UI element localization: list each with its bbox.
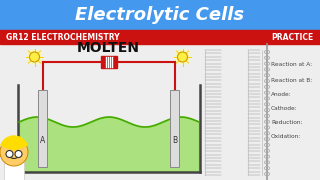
Circle shape — [28, 50, 42, 64]
Text: PRACTICE: PRACTICE — [272, 33, 314, 42]
Text: Anode:: Anode: — [271, 93, 292, 98]
Text: Cathode:: Cathode: — [271, 107, 298, 111]
Bar — [38, 90, 47, 167]
Text: MOLTEN: MOLTEN — [77, 41, 140, 55]
Text: Electrolytic Cells: Electrolytic Cells — [76, 6, 244, 24]
Bar — [0, 0, 320, 30]
Bar — [4, 160, 24, 180]
Text: GR12 ELECTROCHEMISTRY: GR12 ELECTROCHEMISTRY — [6, 33, 120, 42]
Text: Reaction at A:: Reaction at A: — [271, 62, 312, 68]
Text: B: B — [172, 136, 177, 145]
Text: Oxidation:: Oxidation: — [271, 134, 301, 140]
Circle shape — [178, 52, 188, 62]
Circle shape — [0, 138, 28, 166]
Bar — [0, 30, 320, 44]
Circle shape — [29, 52, 39, 62]
Circle shape — [175, 50, 189, 64]
Bar — [100, 56, 116, 68]
Bar — [170, 90, 179, 167]
Bar — [0, 44, 320, 180]
Circle shape — [15, 150, 22, 158]
Text: Reduction:: Reduction: — [271, 120, 302, 125]
Text: A: A — [40, 136, 45, 145]
Circle shape — [6, 150, 13, 158]
Text: Reaction at B:: Reaction at B: — [271, 78, 312, 82]
Wedge shape — [1, 136, 27, 150]
